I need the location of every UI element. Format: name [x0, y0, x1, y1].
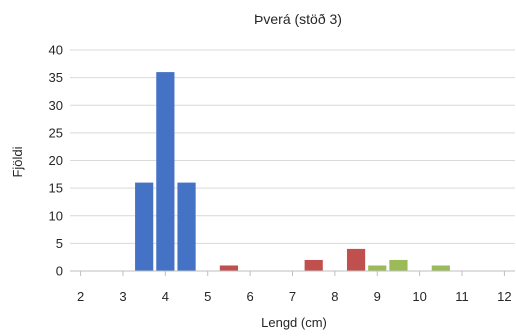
y-tick-label: 5	[56, 236, 63, 251]
y-tick-label: 30	[49, 98, 63, 113]
x-tick-label: 3	[119, 289, 126, 304]
y-tick-label: 10	[49, 208, 63, 223]
axes	[70, 270, 515, 276]
bars	[135, 72, 450, 271]
y-tick-label: 35	[49, 70, 63, 85]
y-tick-label: 25	[49, 125, 63, 140]
x-axis-label: Lengd (cm)	[261, 315, 327, 330]
bar	[368, 265, 387, 271]
y-tick-label: 0	[56, 264, 63, 279]
x-tick-labels: 2 3 4 5 6 7 8 9 10 11 12	[77, 289, 512, 304]
x-tick-label: 12	[497, 289, 511, 304]
bar	[219, 265, 239, 271]
bar	[389, 259, 408, 271]
x-tick-label: 10	[412, 289, 426, 304]
y-axis-label: Fjöldi	[10, 146, 25, 177]
x-tick-label: 9	[374, 289, 381, 304]
x-tick-label: 4	[162, 289, 169, 304]
x-tick-label: 11	[455, 289, 469, 304]
y-tick-label: 15	[49, 181, 63, 196]
x-tick-label: 5	[204, 289, 211, 304]
bar	[177, 182, 196, 271]
bar	[135, 182, 154, 271]
bar	[346, 248, 366, 271]
x-tick-label: 7	[289, 289, 296, 304]
x-tick-label: 6	[247, 289, 254, 304]
chart-title: Þverá (stöð 3)	[254, 11, 342, 27]
bar	[304, 259, 323, 271]
y-tick-label: 40	[49, 43, 63, 58]
bar	[156, 72, 175, 271]
x-tick-label: 8	[331, 289, 338, 304]
y-tick-label: 20	[49, 153, 63, 168]
y-tick-labels: 0 5 10 15 20 25 30 35 40	[49, 43, 63, 279]
bar	[431, 265, 450, 271]
x-tick-label: 2	[77, 289, 84, 304]
